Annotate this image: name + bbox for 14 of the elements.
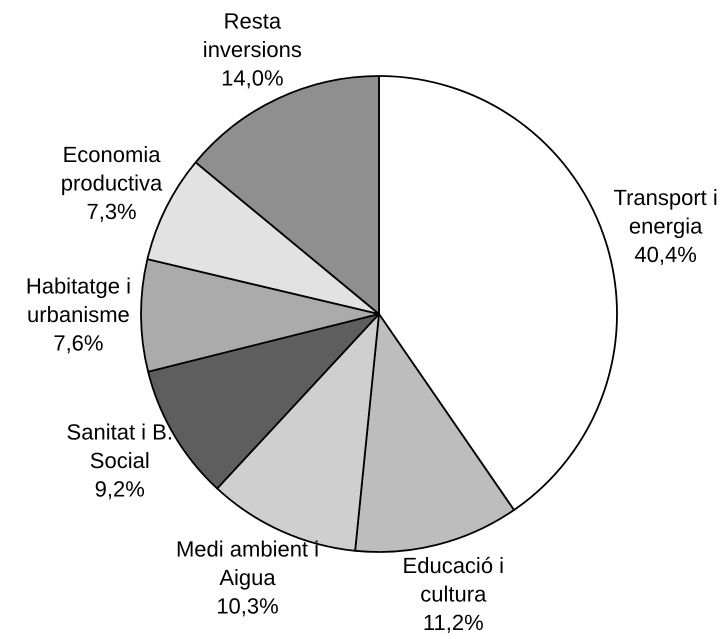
slice-label: Economia productiva (60, 142, 164, 196)
data-label: 9,2% (94, 476, 145, 502)
data-label: 7,3% (86, 199, 137, 224)
slice-label: Educació i cultura (402, 553, 504, 607)
data-label: 7,6% (53, 330, 104, 356)
slice-label: Habitatge i urbanisme (26, 273, 132, 327)
data-label: 10,3% (216, 594, 279, 619)
data-label: 14,0% (221, 65, 284, 90)
slice-label: Sanitat i B. Social (66, 420, 173, 474)
slice-label: Transport i energia (613, 185, 718, 239)
slice-label: Medi ambient i Aigua (176, 536, 320, 590)
data-label: 11,2% (422, 610, 484, 636)
data-label: 40,4% (634, 242, 697, 268)
slice-label: Resta inversions (202, 8, 302, 62)
